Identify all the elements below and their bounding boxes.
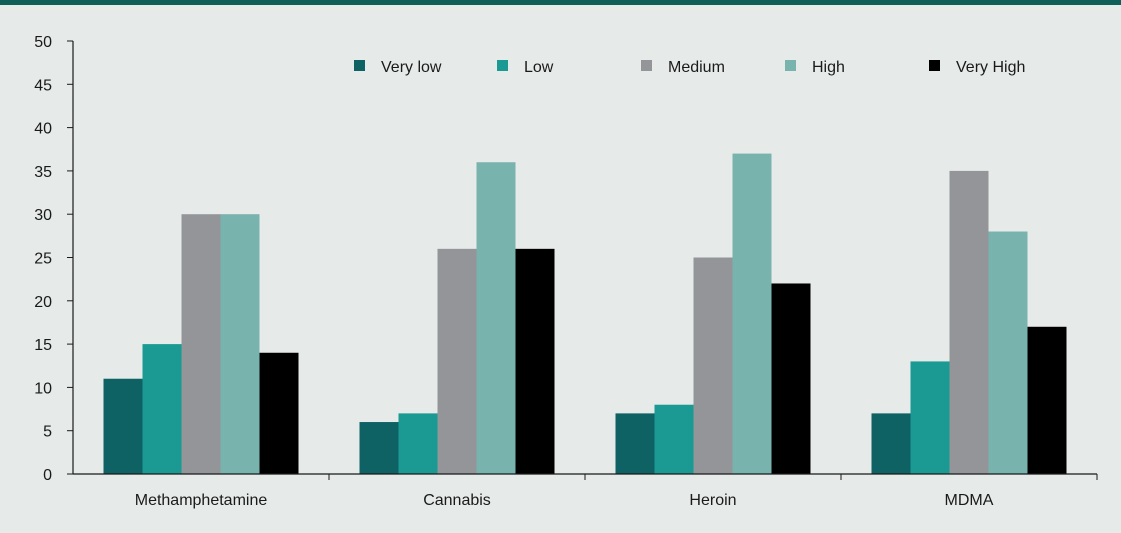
legend-label: High [812, 59, 845, 76]
bar [910, 361, 950, 474]
y-tick-label: 50 [34, 34, 52, 51]
bar [988, 231, 1028, 474]
bar [871, 413, 911, 474]
y-tick-label: 0 [43, 467, 52, 484]
legend-label: Very low [381, 59, 442, 76]
x-tick-label: Methamphetamine [135, 492, 268, 509]
y-tick-label: 35 [34, 164, 52, 181]
y-tick-label: 20 [34, 294, 52, 311]
bar [103, 378, 143, 474]
y-tick-label: 25 [34, 251, 52, 268]
bar [615, 413, 655, 474]
y-tick-label: 45 [34, 77, 52, 94]
legend: Very low Low Medium High Very High [354, 59, 1025, 76]
legend-label: Medium [668, 59, 725, 76]
bar [398, 413, 438, 474]
bar [181, 214, 221, 474]
bar [515, 248, 555, 474]
legend-swatch [929, 60, 940, 71]
legend-label: Low [524, 59, 554, 76]
y-tick-label: 15 [34, 337, 52, 354]
bar [654, 404, 694, 474]
legend-swatch [497, 60, 508, 71]
x-tick-label: Cannabis [423, 492, 491, 509]
bar [1027, 326, 1067, 474]
x-tick-label: Heroin [689, 492, 736, 509]
bar [949, 170, 989, 474]
y-tick-label: 30 [34, 207, 52, 224]
y-tick-label: 40 [34, 121, 52, 138]
legend-swatch [641, 60, 652, 71]
bar [732, 153, 772, 474]
bar [693, 257, 733, 474]
legend-label: Very High [956, 59, 1025, 76]
bar [359, 422, 399, 474]
bar [437, 248, 477, 474]
bar [771, 283, 811, 474]
bar [142, 344, 182, 474]
y-tick-label: 5 [43, 424, 52, 441]
axes-layer: 0 5 10 15 20 25 30 35 40 45 50 Methamphetamine Canna… [34, 34, 1098, 509]
bars-layer [103, 153, 1067, 475]
legend-swatch [785, 60, 796, 71]
legend-swatch [354, 60, 365, 71]
header-bar [0, 0, 1121, 5]
bar [259, 352, 299, 474]
x-tick-label: MDMA [945, 492, 994, 509]
bar [476, 162, 516, 475]
bar [220, 214, 260, 474]
y-tick-label: 10 [34, 380, 52, 397]
